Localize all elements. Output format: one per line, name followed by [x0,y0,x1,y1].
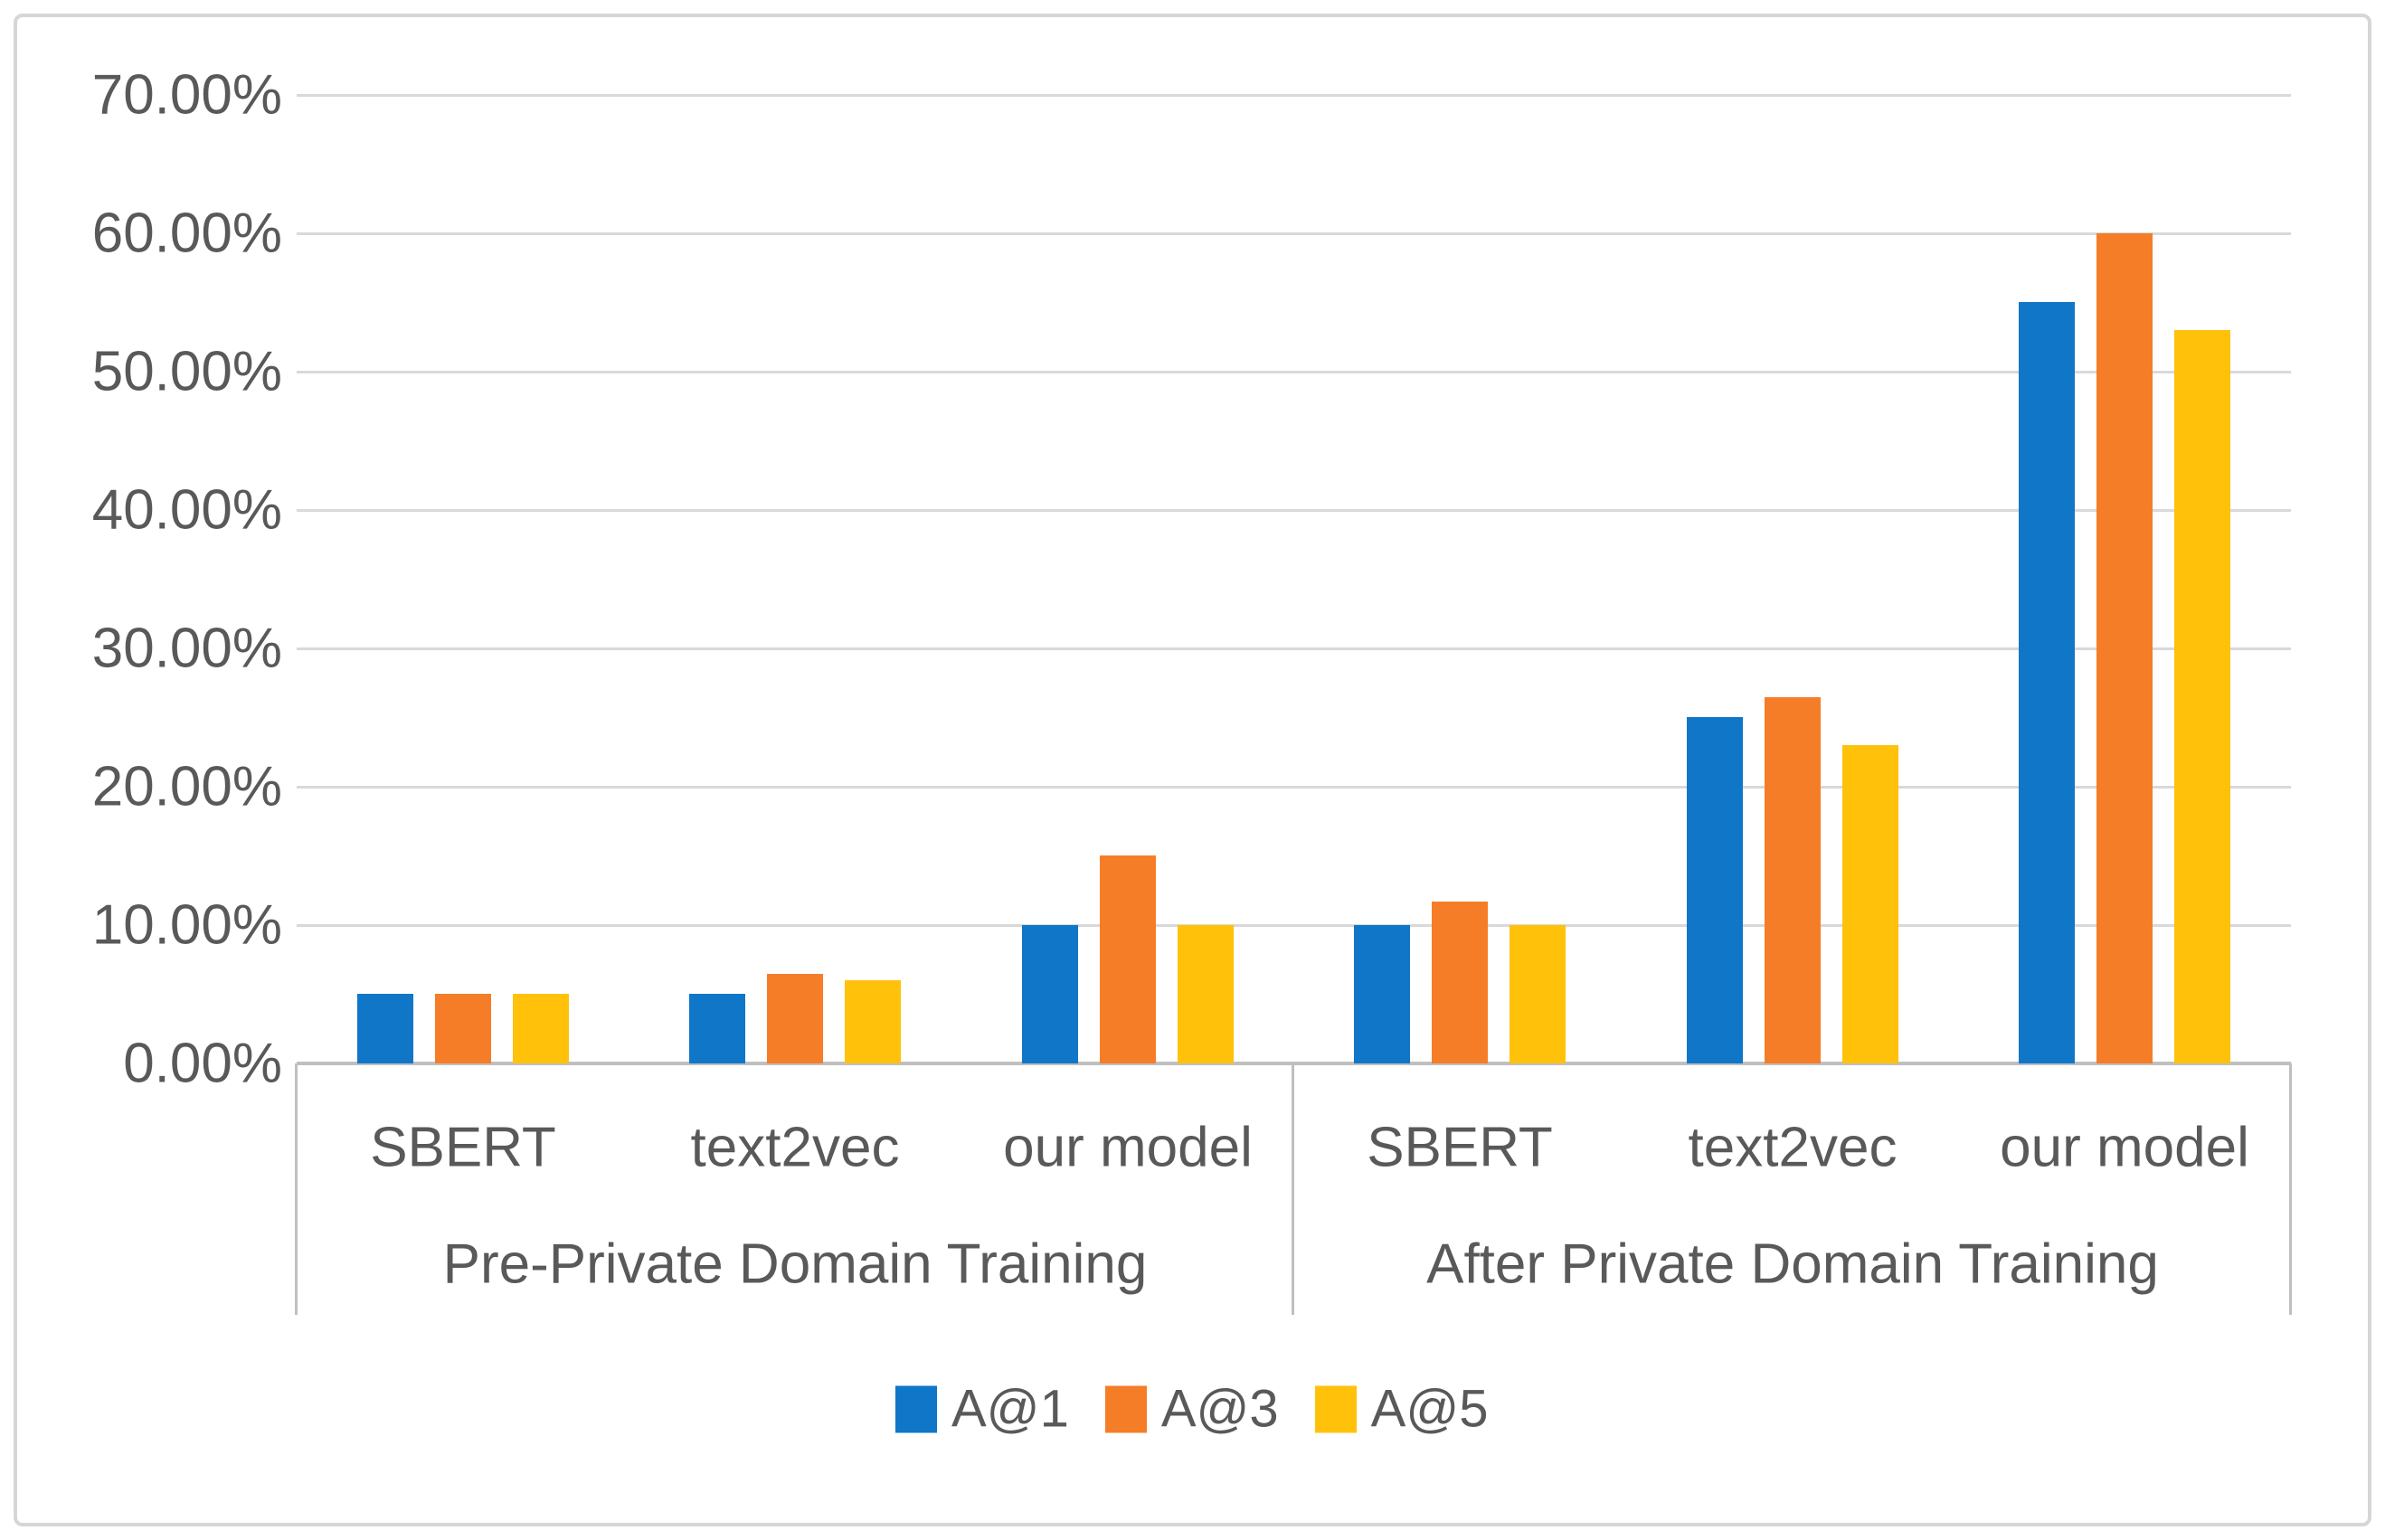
legend-item-a3: A@3 [1104,1379,1279,1440]
bar-A@3-text2vec-4 [1765,697,1821,1063]
legend-swatch-a5 [1314,1385,1357,1432]
legend-swatch-a3 [1104,1385,1147,1432]
bar-A@3-SBERT-3 [1432,902,1488,1063]
gridline-50 [297,371,2291,373]
bar-A@1-our-model-5 [2019,302,2075,1063]
y-tick-label: 40.00% [91,478,282,542]
category-label-text2vec-after: text2vec [1688,1116,1898,1179]
y-tick-label: 70.00% [91,63,282,127]
bar-A@1-text2vec-4 [1687,717,1743,1063]
bar-A@5-our-model-5 [2174,330,2230,1063]
legend-item-a5: A@5 [1314,1379,1489,1440]
bar-A@3-our-model-2 [1100,855,1156,1063]
legend-swatch-a1 [895,1385,937,1432]
gridline-60 [297,232,2291,235]
y-tick-label: 20.00% [91,755,282,818]
y-tick-label: 50.00% [91,340,282,403]
category-label-ourmodel-pre: our model [1003,1116,1253,1179]
bar-A@5-text2vec-4 [1842,745,1898,1063]
bar-A@1-our-model-2 [1022,925,1078,1063]
bar-A@3-our-model-5 [2096,233,2153,1063]
axis-table-border-left [295,1063,298,1315]
y-tick-label: 10.00% [91,893,282,957]
axis-table-border-middle [1292,1063,1294,1315]
bar-A@3-text2vec-1 [767,974,823,1063]
legend: A@1 A@3 A@5 [895,1379,1488,1440]
y-tick-label: 60.00% [91,202,282,265]
bar-A@5-SBERT-0 [513,994,569,1063]
bar-A@5-text2vec-1 [845,980,901,1063]
chart-frame [14,14,2371,1526]
bar-A@5-SBERT-3 [1510,925,1566,1063]
group-label-pre-training: Pre-Private Domain Training [442,1233,1148,1296]
bar-A@5-our-model-2 [1178,925,1234,1063]
bar-A@1-SBERT-0 [357,994,413,1063]
legend-label-a5: A@5 [1370,1379,1489,1439]
axis-table-border-right [2289,1063,2292,1315]
category-label-sbert-after: SBERT [1367,1116,1553,1179]
y-tick-label: 0.00% [123,1032,282,1095]
gridline-10 [297,924,2291,927]
bar-A@1-text2vec-1 [689,994,745,1063]
bar-A@3-SBERT-0 [435,994,491,1063]
gridline-20 [297,786,2291,789]
gridline-40 [297,509,2291,512]
category-label-text2vec-pre: text2vec [690,1116,900,1179]
legend-label-a3: A@3 [1160,1379,1279,1439]
y-tick-label: 30.00% [91,617,282,680]
bar-A@1-SBERT-3 [1354,925,1410,1063]
gridline-30 [297,647,2291,650]
gridline-70 [297,94,2291,97]
group-label-after-training: After Private Domain Training [1426,1233,2159,1296]
legend-item-a1: A@1 [895,1379,1069,1440]
category-label-sbert-pre: SBERT [370,1116,556,1179]
legend-label-a1: A@1 [951,1379,1069,1439]
category-label-ourmodel-after: our model [2000,1116,2249,1179]
